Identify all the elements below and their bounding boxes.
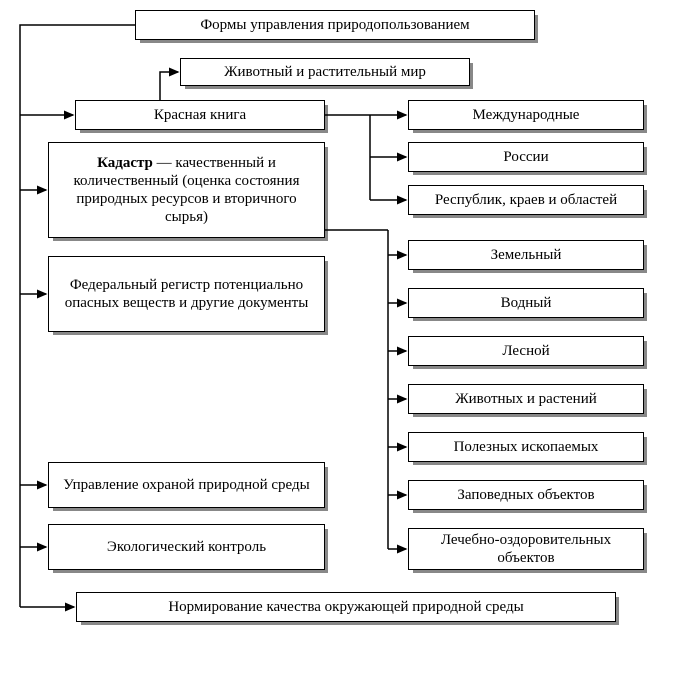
label: Международные [473, 106, 580, 124]
node-norming: Нормирование качества окружающей природн… [76, 592, 616, 622]
node-forest: Лесной [408, 336, 644, 366]
node-env-protect: Управление охраной природной среды [48, 462, 325, 508]
node-russia: России [408, 142, 644, 172]
label: Кадастр — качественный и количественный … [57, 154, 316, 226]
node-minerals: Полезных ископаемых [408, 432, 644, 462]
label: Нормирование качества окружающей природн… [168, 598, 523, 616]
node-animals-plants: Животных и растений [408, 384, 644, 414]
label: Управление охраной природной среды [63, 476, 309, 494]
node-international: Международные [408, 100, 644, 130]
label: Красная книга [154, 106, 246, 124]
node-animal-world: Животный и растительный мир [180, 58, 470, 86]
label: Формы управления природопользованием [200, 16, 469, 34]
node-land: Земельный [408, 240, 644, 270]
node-red-book: Красная книга [75, 100, 325, 130]
node-medical: Лечебно-оздоровительных объектов [408, 528, 644, 570]
label: Заповедных объектов [457, 486, 594, 504]
node-cadastre: Кадастр — качественный и количественный … [48, 142, 325, 238]
label: Водный [501, 294, 552, 312]
label: Федеральный регистр потенциально опасных… [57, 276, 316, 312]
node-registry: Федеральный регистр потенциально опасных… [48, 256, 325, 332]
label: Республик, краев и областей [435, 191, 617, 209]
node-eco-control: Экологический контроль [48, 524, 325, 570]
label: Лесной [502, 342, 549, 360]
label: Животных и растений [455, 390, 597, 408]
node-reserves: Заповедных объектов [408, 480, 644, 510]
label: Полезных ископаемых [454, 438, 599, 456]
node-republics: Республик, краев и областей [408, 185, 644, 215]
label: Земельный [491, 246, 562, 264]
node-water: Водный [408, 288, 644, 318]
label: Животный и растительный мир [224, 63, 426, 81]
label: Экологический контроль [107, 538, 266, 556]
label: России [503, 148, 548, 166]
node-root: Формы управления природопользованием [135, 10, 535, 40]
label: Лечебно-оздоровительных объектов [417, 531, 635, 567]
